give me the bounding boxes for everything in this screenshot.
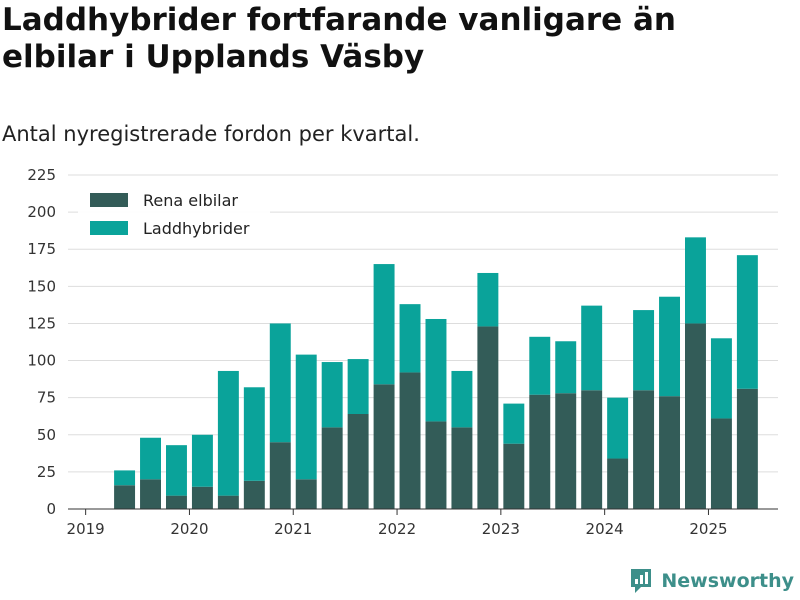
bar-rena-elbilar	[321, 427, 343, 509]
bar-laddhybrider	[555, 341, 577, 394]
x-tick-label: 2025	[689, 520, 727, 538]
bar-laddhybrider	[736, 255, 758, 389]
bar-rena-elbilar	[295, 479, 317, 509]
bar-rena-elbilar	[503, 443, 525, 509]
bar-laddhybrider	[529, 336, 551, 395]
y-tick-label: 25	[37, 463, 56, 481]
bar-laddhybrider	[659, 296, 681, 397]
bar-rena-elbilar	[140, 479, 161, 509]
y-tick-label: 200	[27, 203, 56, 221]
legend-swatch-rena-elbilar	[90, 193, 128, 207]
chart-subtitle: Antal nyregistrerade fordon per kvartal.	[2, 122, 420, 146]
x-tick-label: 2020	[170, 520, 208, 538]
bar-rena-elbilar	[529, 394, 551, 509]
x-tick-label: 2022	[378, 520, 416, 538]
bar-laddhybrider	[321, 362, 343, 428]
bar-rena-elbilar	[555, 393, 577, 509]
x-tick-label: 2021	[274, 520, 312, 538]
bar-rena-elbilar	[633, 390, 655, 509]
bar-laddhybrider	[581, 305, 603, 391]
bar-laddhybrider	[399, 304, 421, 373]
bar-rena-elbilar	[165, 495, 187, 509]
bar-laddhybrider	[217, 370, 239, 496]
bar-laddhybrider	[607, 397, 629, 459]
bar-laddhybrider	[503, 403, 525, 444]
y-tick-label: 0	[46, 500, 56, 518]
bars-layer	[114, 237, 758, 509]
bar-laddhybrider	[477, 272, 499, 327]
y-tick-label: 150	[27, 277, 56, 295]
bar-laddhybrider	[269, 323, 291, 443]
bar-laddhybrider	[140, 437, 161, 480]
axis-layer: 0 25 50 75 100 125 150 175 200 225 2019 2020 2021 202…	[27, 166, 778, 538]
y-tick-label: 50	[37, 426, 56, 444]
legend-label-rena-elbilar: Rena elbilar	[143, 191, 238, 210]
x-tick-label: 2019	[67, 520, 105, 538]
bar-rena-elbilar	[399, 372, 421, 509]
bar-rena-elbilar	[269, 442, 291, 509]
y-tick-label: 100	[27, 352, 56, 370]
bar-laddhybrider	[710, 338, 732, 419]
bar-rena-elbilar	[191, 486, 213, 509]
legend-label-laddhybrider: Laddhybrider	[143, 219, 250, 238]
bar-rena-elbilar	[243, 480, 265, 509]
bar-rena-elbilar	[581, 390, 603, 509]
bar-laddhybrider	[191, 434, 213, 487]
y-tick-label: 125	[27, 314, 56, 332]
bar-rena-elbilar	[347, 413, 369, 509]
bar-rena-elbilar	[114, 485, 136, 509]
x-tick-label: 2024	[586, 520, 624, 538]
y-tick-label: 75	[37, 389, 56, 407]
brand: Newsworthy	[629, 566, 794, 596]
y-tick-label: 175	[27, 240, 56, 258]
bar-rena-elbilar	[710, 418, 732, 509]
bar-laddhybrider	[633, 310, 655, 391]
stacked-bar-chart: 0 25 50 75 100 125 150 175 200 225 2019 2020 2021 202…	[27, 166, 778, 538]
bar-laddhybrider	[451, 370, 473, 428]
bar-laddhybrider	[114, 470, 136, 486]
bar-laddhybrider	[685, 237, 706, 324]
legend-swatch-laddhybrider	[90, 221, 128, 235]
bar-rena-elbilar	[477, 326, 499, 509]
bar-laddhybrider	[347, 359, 369, 414]
brand-name: Newsworthy	[661, 570, 794, 592]
bar-laddhybrider	[243, 387, 265, 481]
chart-title: Laddhybrider fortfarande vanligare än el…	[2, 2, 676, 75]
bar-rena-elbilar	[451, 427, 473, 509]
y-tick-label: 225	[27, 166, 56, 184]
newsworthy-logo-icon	[631, 569, 652, 593]
bar-rena-elbilar	[425, 421, 447, 509]
bar-laddhybrider	[295, 354, 317, 480]
bar-rena-elbilar	[217, 495, 239, 509]
bar-rena-elbilar	[685, 323, 706, 509]
bar-rena-elbilar	[373, 384, 395, 509]
bar-laddhybrider	[425, 318, 447, 422]
bar-laddhybrider	[165, 445, 187, 496]
legend: Rena elbilar Laddhybrider	[78, 184, 270, 246]
bar-laddhybrider	[373, 264, 395, 385]
bar-rena-elbilar	[659, 396, 681, 509]
x-tick-label: 2023	[482, 520, 520, 538]
bar-rena-elbilar	[607, 458, 629, 509]
bar-rena-elbilar	[736, 388, 758, 509]
